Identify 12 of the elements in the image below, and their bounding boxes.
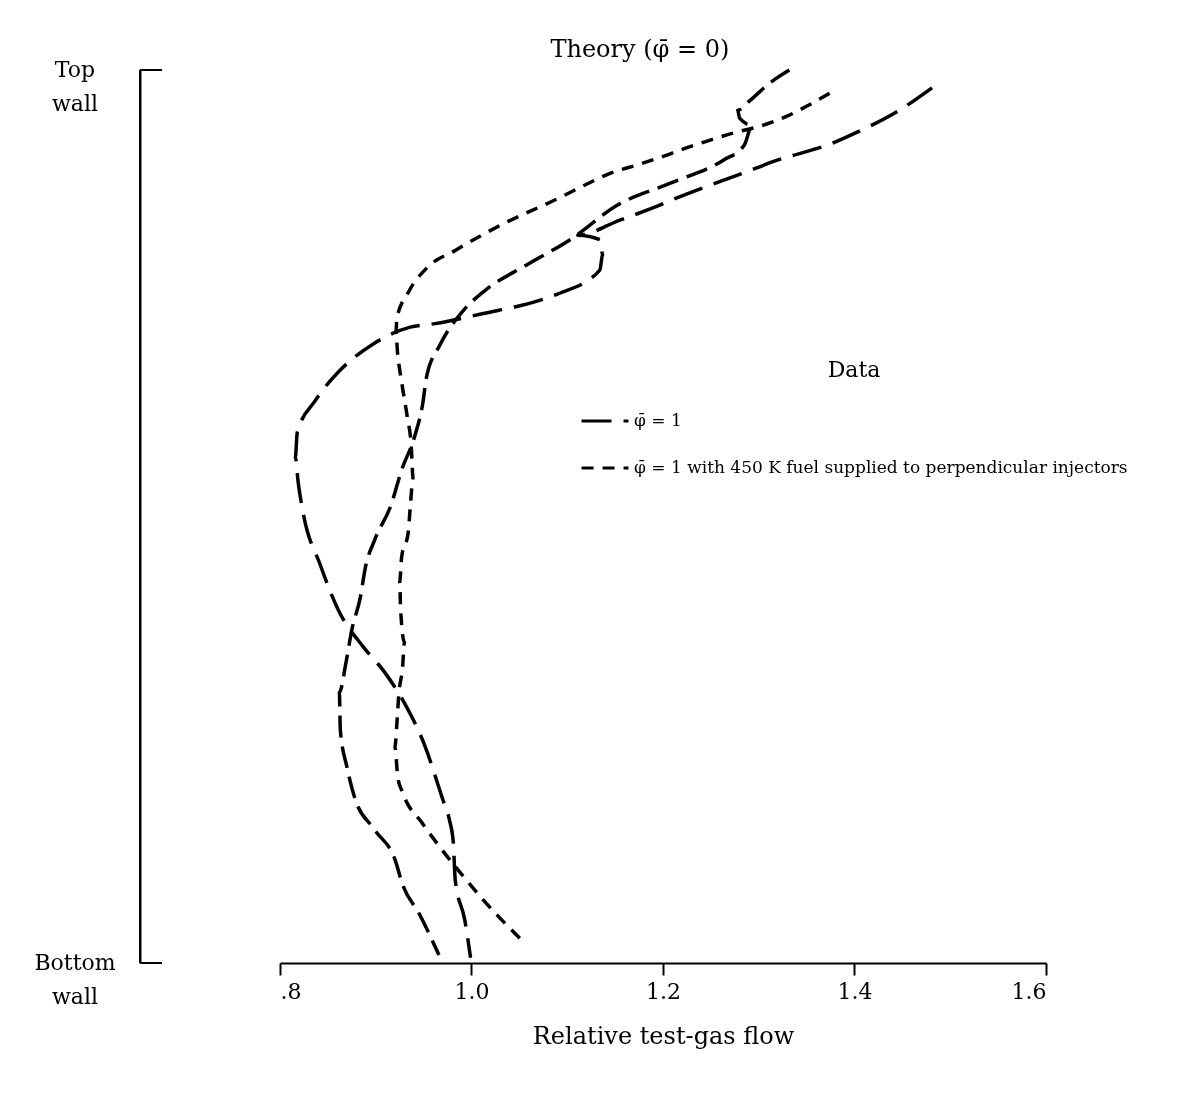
annotation: Theory (φ̄ = 0) bbox=[550, 35, 730, 63]
x-tick-label: 1.0 bbox=[454, 978, 490, 1004]
text: Bottom wall bbox=[34, 950, 116, 1009]
legend-title: Data bbox=[827, 357, 881, 382]
x-axis-title: Relative test-gas flow bbox=[532, 1021, 795, 1050]
x-tick-label: .8 bbox=[280, 978, 302, 1004]
x-tick-label: 1.6 bbox=[1011, 978, 1047, 1004]
legend-label: φ̄ = 1 with 450 K fuel supplied to perpendicular injectors bbox=[634, 457, 1128, 477]
x-tick-label: 1.4 bbox=[837, 978, 873, 1004]
text: Top wall bbox=[51, 57, 99, 116]
x-tick-label: 1.2 bbox=[646, 978, 681, 1004]
legend-label: φ̄ = 1 bbox=[634, 410, 682, 430]
